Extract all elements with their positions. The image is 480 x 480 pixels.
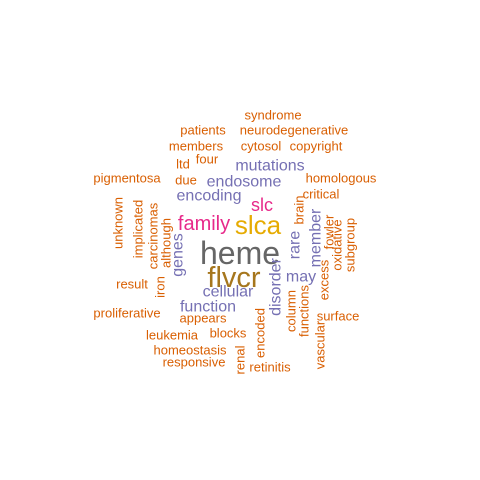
word-subgroup: subgroup — [343, 218, 358, 272]
word-appears: appears — [180, 311, 227, 326]
word-flvcr: flvcr — [207, 262, 261, 294]
word-endosome: endosome — [207, 174, 282, 191]
word-vascular: vascular — [313, 320, 328, 369]
word-brain: brain — [292, 196, 307, 225]
word-renal: renal — [233, 345, 248, 374]
word-neurodegenerative: neurodegenerative — [240, 123, 348, 138]
word-surface: surface — [317, 309, 360, 324]
word-may: may — [286, 269, 316, 286]
word-mutations: mutations — [235, 158, 304, 175]
word-carcinomas: carcinomas — [146, 202, 161, 269]
word-family: family — [178, 213, 230, 235]
word-column: column — [284, 290, 299, 332]
word-although: although — [159, 218, 174, 268]
word-encoded: encoded — [253, 308, 268, 358]
word-pigmentosa: pigmentosa — [93, 171, 161, 186]
word-rare: rare — [287, 231, 304, 260]
word-cytosol: cytosol — [241, 139, 282, 154]
word-homeostasis: homeostasis — [154, 343, 227, 358]
word-result: result — [116, 277, 148, 292]
word-responsive: responsive — [163, 355, 226, 370]
word-genes: genes — [170, 233, 187, 277]
word-iron: iron — [153, 276, 168, 298]
word-critical: critical — [303, 187, 340, 202]
word-unknown: unknown — [111, 197, 126, 249]
word-members: members — [169, 139, 224, 154]
word-excess: excess — [317, 259, 332, 300]
word-encoding: encoding — [177, 188, 242, 205]
word-fowler: fowler — [322, 214, 337, 249]
word-member: member — [308, 208, 325, 267]
word-syndrome: syndrome — [244, 108, 301, 123]
word-oxidative: oxidative — [330, 219, 345, 270]
word-copyright: copyright — [290, 139, 343, 154]
word-proliferative: proliferative — [93, 306, 160, 321]
word-cellular: cellular — [203, 284, 254, 301]
word-blocks: blocks — [210, 326, 247, 341]
word-function: function — [180, 299, 236, 316]
word-retinitis: retinitis — [249, 360, 291, 375]
word-implicated: implicated — [131, 200, 146, 259]
word-slc: slc — [251, 195, 273, 215]
word-slca: slca — [235, 210, 282, 240]
word-homologous: homologous — [306, 171, 377, 186]
word-ltd: ltd — [176, 157, 190, 172]
word-disorder: disorder — [268, 257, 285, 315]
word-four: four — [196, 152, 219, 167]
word-leukemia: leukemia — [146, 328, 199, 343]
word-patients: patients — [180, 123, 226, 138]
word-heme: heme — [200, 235, 280, 271]
word-due: due — [175, 173, 197, 188]
word-functions: functions — [297, 284, 312, 337]
